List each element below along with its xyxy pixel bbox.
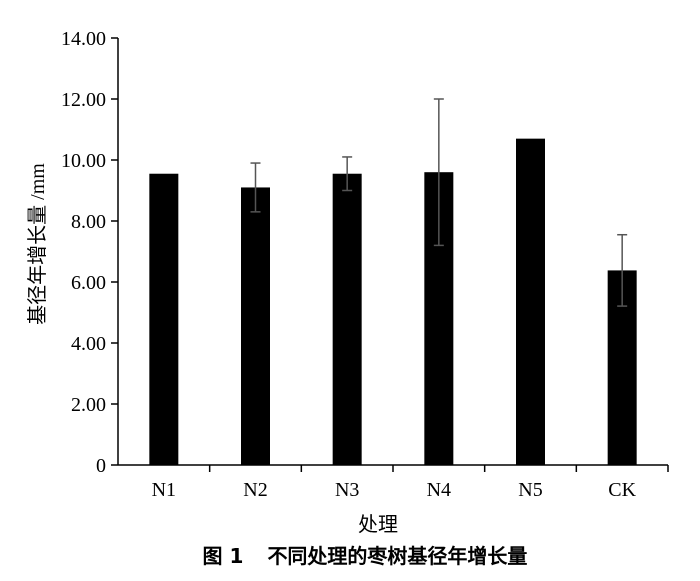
- figure-caption: 图 1 不同处理的枣树基径年增长量: [203, 544, 528, 568]
- x-axis-ticks: N1 N2 N3 N4 N5 CK: [152, 465, 669, 501]
- bar: [516, 138, 545, 465]
- x-tick-label: N1: [152, 479, 176, 501]
- bar-series: [149, 138, 637, 465]
- y-tick-label: 12.00: [61, 89, 106, 111]
- bar: [241, 187, 270, 465]
- y-tick-label: 14.00: [61, 28, 106, 50]
- x-tick-label: N3: [335, 479, 359, 501]
- y-tick-label: 8.00: [71, 211, 106, 233]
- x-axis-title: 处理: [358, 513, 398, 536]
- x-tick-label: N5: [518, 479, 542, 501]
- bar: [149, 173, 179, 465]
- y-tick-label: 4.00: [71, 333, 106, 355]
- x-tick-label: N4: [427, 479, 451, 501]
- figure-caption-text: 不同处理的枣树基径年增长量: [267, 544, 527, 568]
- y-axis-title: 基径年增长量 /mm: [26, 163, 49, 325]
- x-tick-label: CK: [608, 479, 636, 501]
- y-axis-ticks: 0 2.00 4.00 6.00 8.00 10.00 12.00 14.00: [61, 28, 118, 477]
- y-tick-label: 10.00: [61, 150, 106, 172]
- y-tick-label: 0: [96, 455, 106, 477]
- y-tick-label: 6.00: [71, 272, 106, 294]
- figure-number: 图 1: [203, 544, 244, 568]
- bar: [332, 173, 362, 465]
- y-tick-label: 2.00: [71, 394, 106, 416]
- x-tick-label: N2: [243, 479, 267, 501]
- error-bars: [250, 98, 628, 307]
